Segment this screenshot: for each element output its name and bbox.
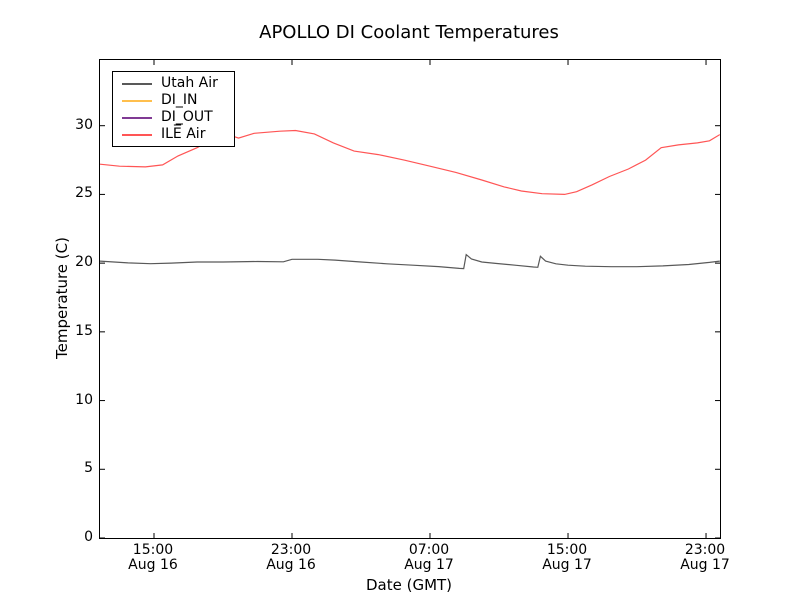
legend-line-swatch	[122, 116, 152, 119]
legend-item: DI_OUT	[122, 109, 225, 126]
legend-item-label: Utah Air	[161, 75, 218, 91]
x-tick-label-line: Aug 17	[404, 557, 454, 573]
x-tick-label-line: Aug 16	[266, 557, 316, 573]
x-tick-label: 15:00 Aug 17	[522, 543, 612, 573]
legend-line-swatch	[122, 99, 152, 102]
x-axis-label: Date (GMT)	[365, 576, 453, 594]
y-tick-label: 25	[75, 185, 93, 202]
plot-area: Utah Air DI_IN DI_OUT ILE̅ Air	[99, 59, 721, 539]
y-axis-label: Temperature (C)	[53, 237, 71, 359]
x-tick-label-line: Aug 16	[128, 557, 178, 573]
legend-item: DI_IN	[122, 92, 225, 109]
x-tick-label-line: 15:00	[132, 542, 174, 558]
y-tick-label: 10	[75, 391, 93, 408]
x-tick-label: 07:00 Aug 17	[384, 543, 474, 573]
y-tick-label: 0	[84, 529, 93, 545]
legend-item: ILE̅ Air	[122, 126, 225, 143]
legend-line-swatch	[122, 82, 152, 85]
legend-item-label: DI_OUT	[161, 109, 213, 125]
x-tick-label-line: Aug 17	[680, 557, 730, 573]
legend: Utah Air DI_IN DI_OUT ILE̅ Air	[112, 71, 235, 147]
x-tick-label-line: 15:00	[546, 542, 588, 558]
series-line-utah-air	[100, 253, 720, 270]
x-tick-label-line: 23:00	[270, 542, 312, 558]
x-tick-label: 23:00 Aug 16	[246, 543, 336, 573]
x-tick-label-line: 07:00	[408, 542, 450, 558]
x-tick-label: 23:00 Aug 17	[660, 543, 750, 573]
y-tick-label: 15	[75, 322, 93, 339]
legend-line-swatch	[122, 133, 152, 136]
chart-title: APOLLO DI Coolant Temperatures	[259, 22, 559, 43]
x-tick-label: 15:00 Aug 16	[108, 543, 198, 573]
legend-item: Utah Air	[122, 75, 225, 92]
y-tick-label: 30	[75, 116, 93, 133]
legend-item-label: ILE̅ Air	[161, 126, 206, 142]
y-tick-label: 5	[84, 460, 93, 477]
y-tick-label: 20	[75, 254, 93, 271]
legend-item-label: DI_IN	[161, 92, 198, 108]
x-tick-label-line: Aug 17	[542, 557, 592, 573]
x-tick-label-line: 23:00	[684, 542, 726, 558]
